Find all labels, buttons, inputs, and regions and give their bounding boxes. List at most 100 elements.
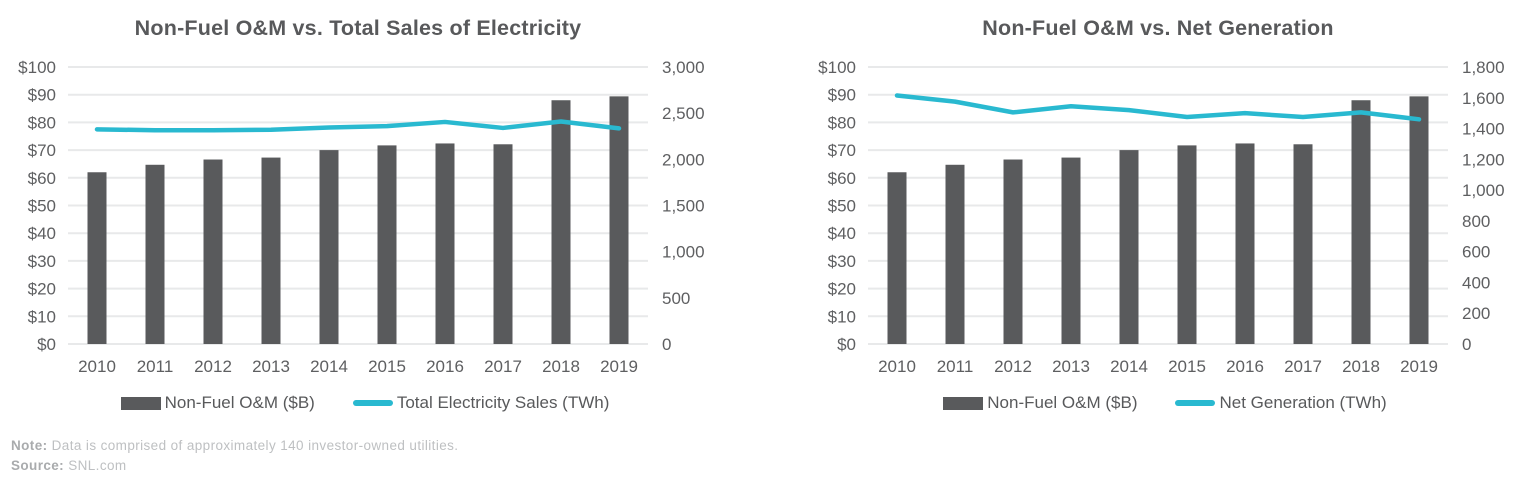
left-axis-tick: $90 bbox=[28, 86, 56, 105]
bar bbox=[261, 157, 281, 344]
x-axis-label: 2019 bbox=[600, 357, 638, 376]
x-axis-label: 2014 bbox=[310, 357, 348, 376]
right-axis-tick: 1,400 bbox=[1462, 120, 1505, 139]
left-axis-tick: $100 bbox=[818, 58, 856, 77]
chart-nonfuel-vs-net-generation: Non-Fuel O&M vs. Net Generation $0 $10 $20… bbox=[800, 0, 1520, 420]
right-axis-tick: 600 bbox=[1462, 243, 1490, 262]
right-axis-tick: 0 bbox=[662, 335, 671, 354]
chart-title: Non-Fuel O&M vs. Total Sales of Electric… bbox=[134, 16, 582, 40]
bar-swatch-icon bbox=[943, 396, 984, 410]
left-axis-tick: $80 bbox=[28, 113, 56, 132]
x-axis-label: 2019 bbox=[1400, 357, 1438, 376]
left-axis-tick: $50 bbox=[828, 197, 856, 216]
x-axis-label: 2012 bbox=[194, 357, 232, 376]
bar bbox=[1119, 150, 1139, 344]
bar bbox=[1177, 145, 1197, 344]
x-axis-label: 2013 bbox=[1052, 357, 1090, 376]
x-axis-label: 2017 bbox=[1284, 357, 1322, 376]
right-axis-tick: 200 bbox=[1462, 304, 1490, 323]
x-axis-label: 2017 bbox=[484, 357, 522, 376]
note-label: Note: bbox=[11, 438, 48, 453]
left-axis-tick: $90 bbox=[828, 86, 856, 105]
chart-plot: $0 $10 $20 $30 $40 $50 $60 $70 $80 $90 $100 0 200 400… bbox=[818, 58, 1505, 376]
bar bbox=[551, 100, 571, 344]
right-axis-tick: 800 bbox=[1462, 212, 1490, 231]
left-axis-tick: $40 bbox=[828, 224, 856, 243]
bar bbox=[493, 144, 513, 344]
line-swatch-icon bbox=[1175, 400, 1216, 406]
left-axis-tick: $30 bbox=[28, 252, 56, 271]
source-label: Source: bbox=[11, 457, 65, 473]
bar bbox=[1351, 100, 1371, 344]
right-axis-tick: 1,000 bbox=[1462, 181, 1505, 200]
chart-legend: Non-Fuel O&M ($B) Net Generation (TWh) bbox=[800, 393, 1520, 413]
bar bbox=[1293, 144, 1313, 344]
right-axis-tick: 1,000 bbox=[662, 243, 705, 262]
left-axis-tick: $0 bbox=[37, 335, 56, 354]
legend-label: Net Generation (TWh) bbox=[1219, 393, 1387, 412]
x-axis-label: 2015 bbox=[1168, 357, 1206, 376]
bar bbox=[145, 164, 165, 344]
x-axis-label: 2016 bbox=[1226, 357, 1264, 376]
bar bbox=[87, 172, 107, 344]
right-axis-tick: 2,500 bbox=[662, 104, 705, 123]
source-text: SNL.com bbox=[68, 457, 127, 473]
bar bbox=[377, 145, 397, 344]
bar bbox=[609, 96, 629, 344]
left-axis-tick: $40 bbox=[28, 224, 56, 243]
note-line: Note: Data is comprised of approximately… bbox=[11, 436, 458, 456]
x-axis-label: 2010 bbox=[78, 357, 116, 376]
bar bbox=[1061, 157, 1081, 344]
x-axis-label: 2010 bbox=[878, 357, 916, 376]
legend-item-bar: Non-Fuel O&M ($B) bbox=[943, 393, 1137, 413]
legend-label: Non-Fuel O&M ($B) bbox=[164, 393, 315, 412]
line-swatch-icon bbox=[352, 400, 393, 406]
right-axis-tick: 1,600 bbox=[1462, 89, 1505, 108]
left-axis-tick: $70 bbox=[828, 141, 856, 160]
right-axis-tick: 500 bbox=[662, 289, 690, 308]
x-axis-label: 2013 bbox=[252, 357, 290, 376]
right-axis-tick: 2,000 bbox=[662, 150, 705, 169]
x-axis-label: 2018 bbox=[542, 357, 580, 376]
footnote: Note: Data is comprised of approximately… bbox=[11, 436, 458, 475]
x-axis-label: 2015 bbox=[368, 357, 406, 376]
bar bbox=[319, 150, 339, 344]
legend-item-line: Total Electricity Sales (TWh) bbox=[352, 393, 610, 413]
right-axis-tick: 1,200 bbox=[1462, 150, 1505, 169]
right-axis-tick: 400 bbox=[1462, 273, 1490, 292]
right-axis-tick: 1,500 bbox=[662, 197, 705, 216]
legend-item-line: Net Generation (TWh) bbox=[1175, 393, 1387, 413]
left-axis-tick: $60 bbox=[828, 169, 856, 188]
x-axis-label: 2016 bbox=[426, 357, 464, 376]
left-axis-tick: $80 bbox=[828, 113, 856, 132]
x-axis-label: 2014 bbox=[1110, 357, 1148, 376]
left-axis-tick: $50 bbox=[28, 197, 56, 216]
charts-row: Non-Fuel O&M vs. Total Sales of Electric… bbox=[0, 0, 1520, 420]
trend-line bbox=[894, 93, 1422, 122]
left-axis-tick: $10 bbox=[828, 307, 856, 326]
chart-nonfuel-vs-total-sales: Non-Fuel O&M vs. Total Sales of Electric… bbox=[0, 0, 730, 420]
left-axis-tick: $20 bbox=[828, 280, 856, 299]
left-axis-tick: $30 bbox=[828, 252, 856, 271]
x-axis-label: 2018 bbox=[1342, 357, 1380, 376]
left-axis-tick: $70 bbox=[28, 141, 56, 160]
legend-label: Non-Fuel O&M ($B) bbox=[987, 393, 1138, 412]
x-axis-label: 2011 bbox=[937, 357, 974, 376]
x-axis-label: 2012 bbox=[994, 357, 1032, 376]
bar bbox=[435, 143, 455, 344]
left-axis-tick: $100 bbox=[18, 58, 56, 77]
right-axis-tick: 1,800 bbox=[1462, 58, 1505, 77]
right-axis-tick: 0 bbox=[1462, 335, 1471, 354]
left-axis-tick: $0 bbox=[837, 335, 856, 354]
bar bbox=[945, 164, 965, 344]
trend-line bbox=[94, 119, 622, 133]
legend-label: Total Electricity Sales (TWh) bbox=[396, 393, 610, 412]
legend-item-bar: Non-Fuel O&M ($B) bbox=[120, 393, 315, 413]
bar bbox=[203, 159, 223, 344]
chart-plot: $0 $10 $20 $30 $40 $50 $60 $70 $80 $90 $100 0 500 1,0… bbox=[18, 58, 705, 376]
left-axis-tick: $60 bbox=[28, 169, 56, 188]
source-line: Source: SNL.com bbox=[11, 456, 458, 476]
left-axis-tick: $20 bbox=[28, 280, 56, 299]
chart-legend: Non-Fuel O&M ($B) Total Electricity Sale… bbox=[0, 393, 730, 413]
